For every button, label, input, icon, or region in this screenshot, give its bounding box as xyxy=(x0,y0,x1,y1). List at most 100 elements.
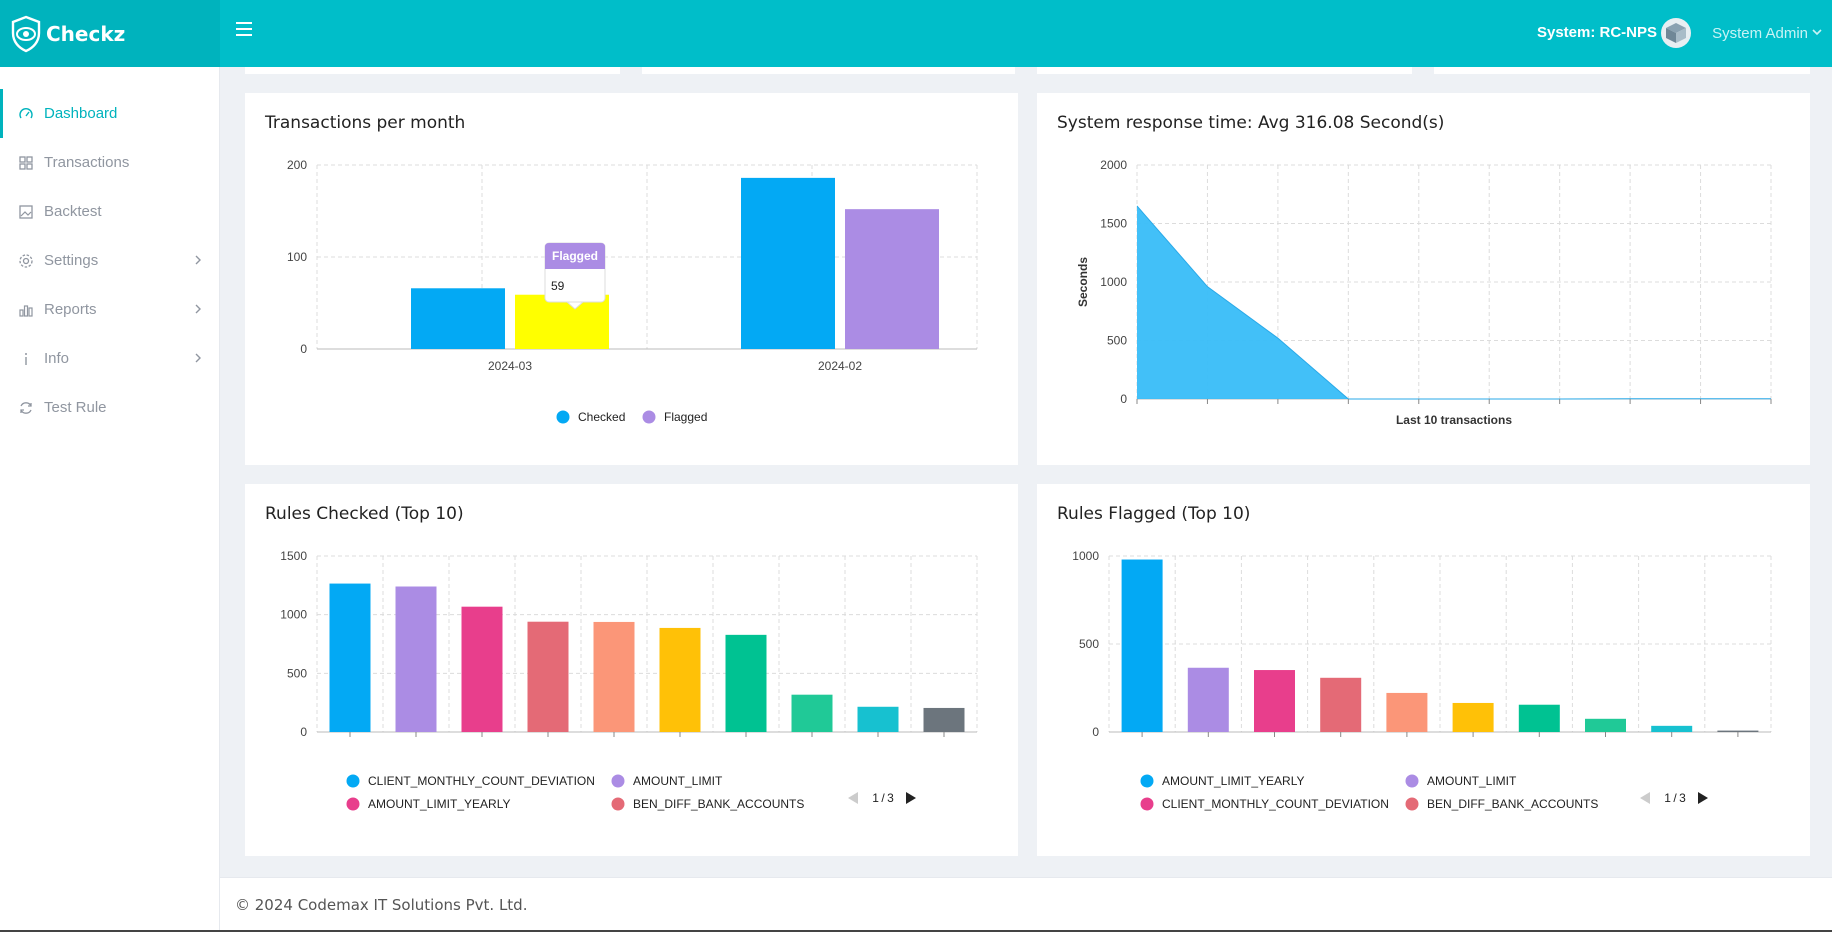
legend-label: Checked xyxy=(578,410,625,424)
sidebar-item-test-rule[interactable]: Test Rule xyxy=(0,383,219,432)
rules-checked-card: Rules Checked (Top 10) 0 500 1000 1500 CLIEN… xyxy=(245,484,1018,856)
sidebar: Dashboard Transactions Backtest Settings Rep… xyxy=(0,67,220,932)
rule-bar xyxy=(1585,718,1626,732)
rule-bar xyxy=(1452,702,1494,732)
y-tick-label: 500 xyxy=(1079,637,1099,651)
legend-pager: 1 / 3 xyxy=(1640,791,1708,805)
sidebar-item-label: Reports xyxy=(44,301,97,318)
bar-chart-icon xyxy=(19,304,33,317)
top-bar: Checkz System: RC-NPS System Admin xyxy=(0,0,1832,67)
card-title: Transactions per month xyxy=(265,113,466,133)
bar-flagged-2024-03 xyxy=(515,294,609,349)
area-line xyxy=(1136,205,1771,400)
rule-bar xyxy=(1518,704,1560,732)
sidebar-item-backtest[interactable]: Backtest xyxy=(0,187,219,236)
y-tick-label: 500 xyxy=(287,666,307,680)
hamburger-menu-icon[interactable] xyxy=(236,22,254,38)
rule-bar xyxy=(593,621,635,732)
rule-bar xyxy=(461,606,503,732)
legend-label: BEN_DIFF_BANK_ACCOUNTS xyxy=(633,797,804,811)
y-tick-label: 2000 xyxy=(1100,158,1127,172)
sidebar-item-transactions[interactable]: Transactions xyxy=(0,138,219,187)
card-strip xyxy=(642,67,1015,74)
grid-icon xyxy=(19,155,33,170)
legend-marker xyxy=(641,409,657,425)
rules-flagged-card: Rules Flagged (Top 10) 0 500 1000 AMOUNT_LI… xyxy=(1037,484,1810,856)
legend-label: AMOUNT_LIMIT xyxy=(633,774,723,788)
y-tick-label: 0 xyxy=(1092,725,1099,739)
legend-marker xyxy=(345,773,361,789)
rule-bar xyxy=(1386,692,1428,732)
image-icon xyxy=(19,204,33,219)
pager-prev-icon xyxy=(848,792,858,804)
tooltip-header xyxy=(545,243,605,269)
pager-prev-icon xyxy=(1640,792,1650,804)
legend-marker xyxy=(610,773,626,789)
brand-name: Checkz xyxy=(46,21,126,46)
legend-pager: 1 / 3 xyxy=(848,791,916,805)
sidebar-item-dashboard[interactable]: Dashboard xyxy=(0,89,219,138)
legend-marker xyxy=(1139,773,1155,789)
rule-bar xyxy=(1121,559,1163,732)
transactions-card: Transactions per month 0 100 200 2024-03 202… xyxy=(245,93,1018,465)
footer: © 2024 Codemax IT Solutions Pvt. Ltd. xyxy=(220,877,1832,932)
rule-bar xyxy=(1254,670,1295,732)
bar-tooltip: Flagged 59 xyxy=(544,242,606,310)
sidebar-item-reports[interactable]: Reports xyxy=(0,285,219,334)
y-tick-label: 0 xyxy=(300,342,307,356)
y-tick-label: 1000 xyxy=(1100,275,1127,289)
rule-bar xyxy=(725,634,767,732)
sidebar-item-label: Backtest xyxy=(44,203,102,220)
sidebar-item-label: Settings xyxy=(44,252,99,269)
legend-marker xyxy=(1139,796,1155,812)
chevron-down-icon[interactable] xyxy=(1812,27,1822,37)
bar-flagged-2024-02 xyxy=(845,209,939,349)
brand[interactable]: Checkz xyxy=(0,0,220,67)
y-tick-label: 1500 xyxy=(280,549,307,563)
legend-label: BEN_DIFF_BANK_ACCOUNTS xyxy=(1427,797,1598,811)
legend-marker xyxy=(555,409,571,425)
x-tick-label: 2024-02 xyxy=(818,359,862,373)
y-tick-label: 500 xyxy=(1107,334,1127,348)
rule-bar xyxy=(1717,730,1759,732)
rule-bar xyxy=(329,583,371,732)
user-avatar-icon[interactable] xyxy=(1660,17,1692,49)
shield-eye-icon xyxy=(11,15,41,52)
tooltip-arrow xyxy=(565,301,585,310)
rule-bar xyxy=(527,621,569,732)
legend-label: CLIENT_MONTHLY_COUNT_DEVIATION xyxy=(1162,797,1389,811)
y-tick-label: 0 xyxy=(300,725,307,739)
response-time-chart: 0 500 1000 1500 2000 Last 10 transactions Seco… xyxy=(1076,158,1772,427)
pager-label: 1 / 3 xyxy=(1664,791,1686,805)
pager-next-icon xyxy=(1698,792,1708,804)
card-strip xyxy=(245,67,620,74)
pager-next-icon xyxy=(906,792,916,804)
card-strip xyxy=(1037,67,1412,74)
chevron-right-icon xyxy=(195,353,201,363)
rule-bar xyxy=(791,694,833,732)
legend-label: AMOUNT_LIMIT_YEARLY xyxy=(1162,774,1304,788)
y-tick-label: 100 xyxy=(287,250,307,264)
sidebar-item-label: Dashboard xyxy=(44,105,118,122)
legend-label: CLIENT_MONTHLY_COUNT_DEVIATION xyxy=(368,774,595,788)
tooltip-value: 59 xyxy=(551,279,565,293)
sidebar-item-label: Transactions xyxy=(44,154,130,171)
refresh-icon xyxy=(20,401,32,414)
sidebar-item-label: Test Rule xyxy=(44,399,107,416)
rule-bar xyxy=(923,707,965,732)
legend-marker xyxy=(610,796,626,812)
card-title: System response time: Avg 316.08 Second(… xyxy=(1057,113,1445,133)
chevron-right-icon xyxy=(195,255,201,265)
sidebar-item-settings[interactable]: Settings xyxy=(0,236,219,285)
y-tick-label: 1500 xyxy=(1100,217,1127,231)
response-time-card: System response time: Avg 316.08 Second(… xyxy=(1037,93,1810,465)
y-axis-label: Seconds xyxy=(1076,257,1090,307)
card-title: Rules Flagged (Top 10) xyxy=(1057,504,1251,524)
area-fill xyxy=(1137,205,1771,399)
sidebar-item-info[interactable]: Info xyxy=(0,334,219,383)
user-name[interactable]: System Admin xyxy=(1712,25,1808,42)
legend-marker xyxy=(345,796,361,812)
info-icon xyxy=(25,352,27,365)
dashboard-icon xyxy=(19,107,33,118)
